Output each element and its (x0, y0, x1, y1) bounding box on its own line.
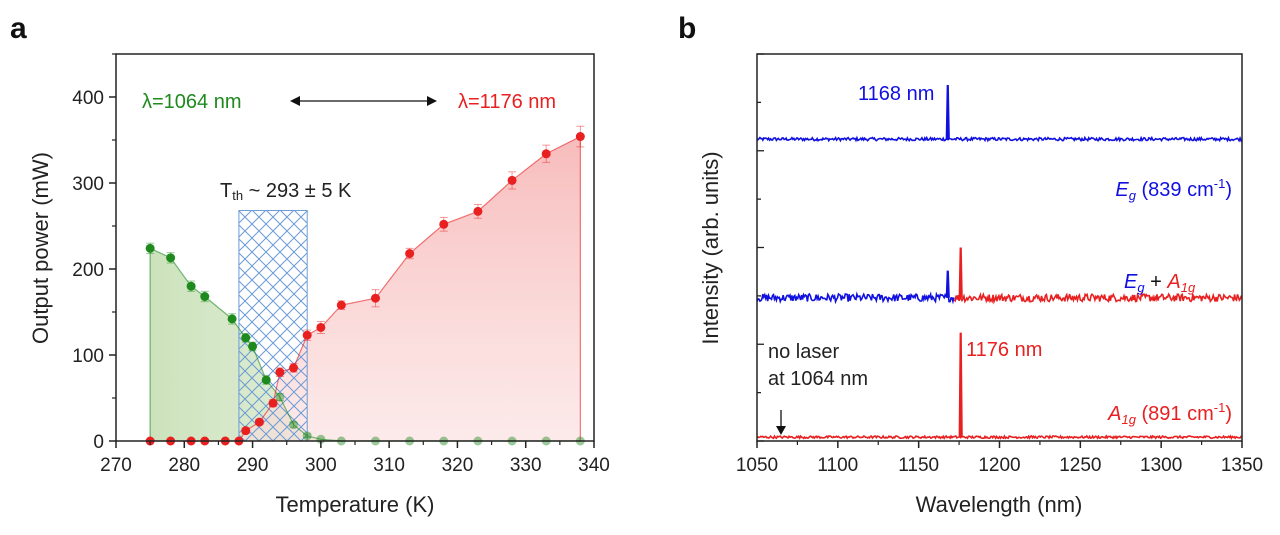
data-point-0-4 (227, 313, 237, 325)
peak-1-1 (958, 247, 963, 298)
data-point-1-6 (241, 426, 251, 436)
x-tick-label-b-4: 1250 (1059, 455, 1101, 476)
data-point-1-9 (275, 367, 285, 377)
threshold-label: Tth ~ 293 ± 5 K (220, 180, 352, 203)
down-arrow (776, 410, 786, 435)
peak-0-0 (945, 84, 950, 140)
peak-label-1176: 1176 nm (966, 339, 1042, 361)
red-series-label: λ=1176 nm (458, 91, 556, 113)
y-axis-label-a: Output power (mW) (28, 152, 53, 344)
green-series-label: λ=1064 nm (142, 91, 242, 113)
x-tick-label-b-0: 1050 (736, 455, 778, 476)
peak-label-1168: 1168 nm (858, 83, 934, 105)
data-point-0-5 (241, 333, 251, 343)
data-point-1-12 (316, 320, 326, 334)
y-tick-label-a-3: 300 (72, 174, 104, 195)
trace-0 (756, 135, 1243, 143)
x-tick-label-a-5: 320 (442, 455, 474, 476)
y-tick-label-a-4: 400 (72, 88, 104, 109)
x-tick-label-b-6: 1350 (1221, 455, 1263, 476)
peak-2-0 (958, 332, 963, 438)
x-tick-label-a-2: 290 (237, 455, 269, 476)
x-tick-label-a-4: 310 (373, 455, 405, 476)
trace-label-eg-a1g: Eg + A1g (1124, 271, 1196, 295)
data-point-1-13 (336, 300, 346, 310)
x-tick-label-b-5: 1300 (1140, 455, 1182, 476)
data-point-0-10 (302, 431, 312, 441)
x-tick-label-b-3: 1200 (978, 455, 1020, 476)
panel-b-letter: b (678, 12, 696, 45)
no-laser-label-2: at 1064 nm (768, 368, 868, 390)
data-point-0-7 (261, 375, 271, 385)
data-point-0-6 (248, 341, 258, 352)
peak-1-0 (945, 270, 950, 298)
chart-a: 270 280 290 300 310 320 330 340 0 100 200 300 400 T… (28, 53, 610, 517)
data-point-1-19 (541, 144, 551, 163)
data-point-1-14 (370, 289, 380, 308)
y-axis-label-b: Intensity (arb. units) (698, 151, 723, 344)
data-point-0-0 (145, 242, 155, 255)
x-tick-label-b-2: 1150 (898, 455, 939, 476)
panel-a-letter: a (10, 12, 27, 45)
y-tick-label-a-1: 100 (72, 346, 104, 367)
x-tick-label-a-1: 280 (168, 455, 200, 476)
data-point-1-10 (289, 363, 299, 373)
data-point-1-15 (405, 247, 415, 260)
trace-2 (756, 434, 1243, 441)
double-arrow (290, 96, 437, 106)
data-point-1-18 (507, 171, 517, 190)
data-point-1-17 (473, 204, 483, 219)
data-point-0-8 (275, 392, 285, 402)
x-axis-label-a: Temperature (K) (276, 492, 435, 517)
y-tick-label-a-0: 0 (93, 432, 104, 453)
data-point-1-7 (254, 417, 264, 427)
data-point-0-9 (289, 420, 299, 430)
data-point-0-3 (200, 290, 210, 303)
data-point-0-2 (186, 280, 196, 292)
trace-1-left (756, 291, 955, 305)
trace-label-a1g: A1g (891 cm-1) (1107, 400, 1232, 427)
data-point-1-11 (302, 329, 312, 341)
no-laser-label-1: no laser (768, 341, 839, 363)
data-point-1-16 (439, 216, 449, 232)
x-axis-label-b: Wavelength (nm) (916, 492, 1083, 517)
x-tick-label-a-0: 270 (100, 455, 132, 476)
series-fill-1 (150, 136, 581, 441)
data-point-1-8 (268, 398, 278, 408)
x-tick-label-a-7: 340 (578, 455, 610, 476)
data-point-1-20 (575, 125, 585, 148)
chart-b: 1050 1100 1150 1200 1250 1300 1350 Wavelength … (698, 53, 1263, 517)
trace-label-eg: Eg (839 cm-1) (1115, 176, 1232, 203)
data-point-0-1 (166, 252, 176, 264)
x-tick-label-a-3: 300 (305, 455, 337, 476)
y-tick-label-a-2: 200 (72, 260, 104, 281)
x-tick-label-a-6: 330 (510, 455, 542, 476)
trace-1-right (953, 291, 1243, 305)
x-tick-label-b-1: 1100 (817, 455, 858, 476)
